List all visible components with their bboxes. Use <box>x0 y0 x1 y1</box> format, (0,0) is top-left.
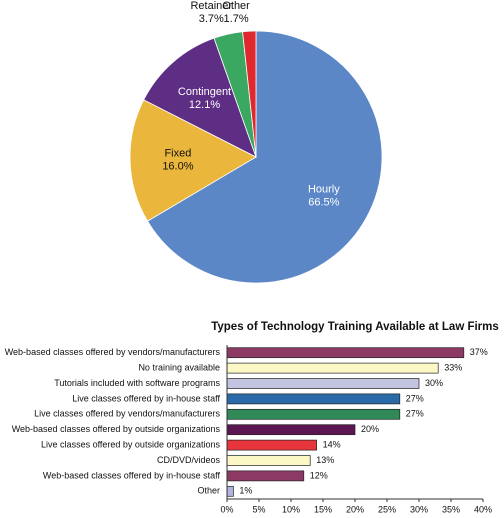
y-tick-label: Live classes offered by in-house staff <box>72 393 220 403</box>
y-tick-label: Web-based classes offered by vendors/man… <box>5 347 221 357</box>
bar-title: Types of Technology Training Available a… <box>211 321 499 333</box>
value-label: 33% <box>444 362 462 372</box>
x-tick-label: 35% <box>442 504 460 514</box>
bar <box>226 393 401 405</box>
pie-value-label: 3.7% <box>199 13 224 25</box>
y-tick-label: CD/DVD/videos <box>157 455 221 465</box>
bar <box>226 378 420 389</box>
x-tick-label: 10% <box>282 504 300 514</box>
pie-label: Fixed <box>164 147 191 159</box>
bar <box>226 347 465 359</box>
bar <box>226 362 439 374</box>
pie-label: Hourly <box>308 184 340 196</box>
bar <box>226 470 305 482</box>
bar <box>226 485 234 497</box>
x-tick-label: 25% <box>378 504 396 514</box>
x-tick-label: 5% <box>252 504 265 514</box>
value-label: 1% <box>239 486 252 496</box>
x-tick-label: 15% <box>314 504 332 514</box>
value-label: 30% <box>425 378 443 388</box>
bar <box>226 408 401 420</box>
pie-label: Retainer <box>190 0 232 12</box>
pie-slice <box>143 37 257 158</box>
x-tick-label: 40% <box>474 504 492 514</box>
pie-label: Other <box>222 0 250 12</box>
value-label: 20% <box>361 424 379 434</box>
value-label: 37% <box>470 347 488 357</box>
pie-slice <box>146 30 383 284</box>
y-tick-label: Live classes offered by outside organiza… <box>41 439 220 449</box>
value-label: 13% <box>316 455 334 465</box>
pie-value-label: 1.7% <box>224 13 249 25</box>
pie-value-label: 66.5% <box>308 197 339 209</box>
y-tick-label: Tutorials included with software program… <box>54 378 220 388</box>
bar <box>226 439 317 451</box>
bar <box>226 455 311 466</box>
pie-value-label: 16.0% <box>162 160 193 172</box>
value-label: 27% <box>406 409 424 419</box>
pie-value-label: 12.1% <box>189 99 220 111</box>
pie-label: Contingent <box>178 86 231 98</box>
pie-slice <box>129 99 257 222</box>
y-tick-label: Other <box>197 486 220 496</box>
bar <box>226 424 356 436</box>
y-tick-label: Web-based classes offered by outside org… <box>12 424 221 434</box>
value-label: 14% <box>323 439 341 449</box>
x-tick-label: 20% <box>346 504 364 514</box>
x-tick-label: 0% <box>220 504 233 514</box>
x-tick-label: 30% <box>410 504 428 514</box>
y-tick-label: Web-based classes offered by in-house st… <box>43 470 221 480</box>
value-label: 27% <box>406 393 424 403</box>
value-label: 12% <box>310 470 328 480</box>
pie-slice <box>242 30 257 158</box>
y-tick-label: No training available <box>138 362 220 372</box>
y-tick-label: Live classes offered by vendors/manufact… <box>34 409 220 419</box>
